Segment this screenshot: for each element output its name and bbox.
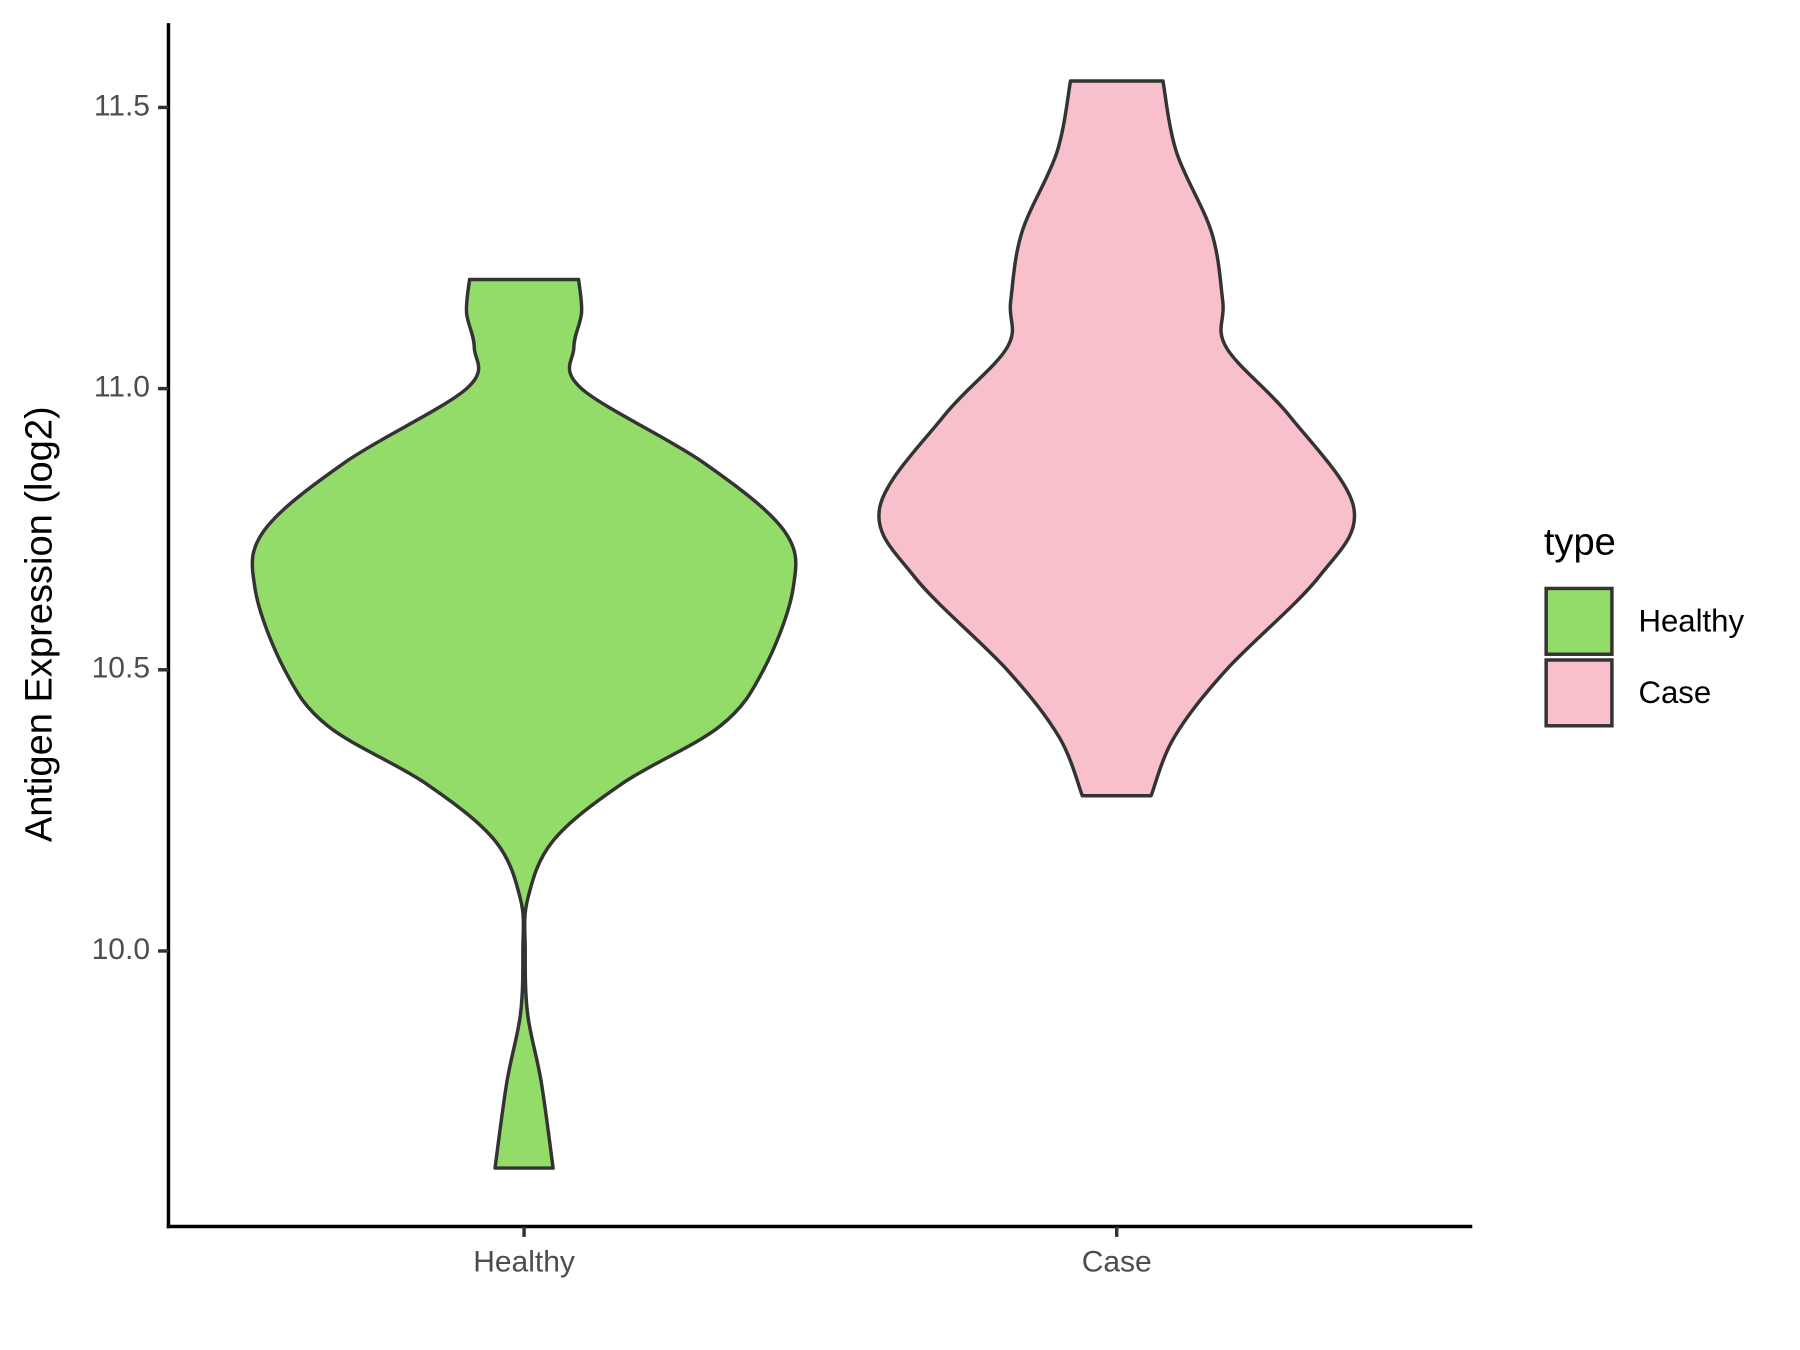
legend-swatch (1544, 586, 1614, 656)
legend-title: type (1544, 522, 1616, 564)
violin (250, 277, 798, 1170)
legend-label: Healthy (1638, 603, 1744, 638)
y-axis-title: Antigen Expression (log2) (19, 406, 61, 842)
y-tick-label: 10.5 (92, 652, 150, 685)
y-tick-label: 10.0 (92, 933, 150, 966)
legend-swatch (1544, 658, 1614, 728)
y-tick-label: 11.5 (94, 89, 150, 122)
violin (877, 79, 1357, 798)
x-tick-label: Case (1082, 1245, 1152, 1278)
legend-label: Case (1638, 675, 1711, 710)
x-tick-label: Healthy (473, 1245, 575, 1278)
y-tick-label: 11.0 (94, 371, 150, 404)
